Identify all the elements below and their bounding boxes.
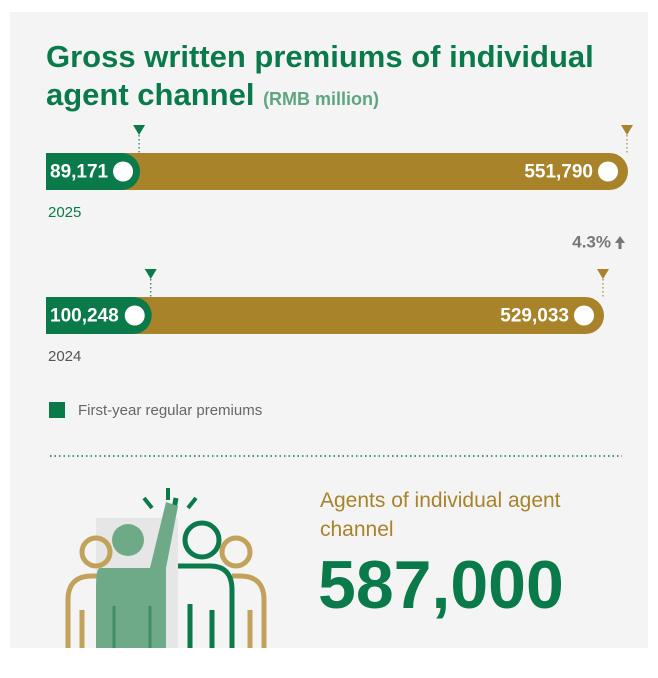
marker — [133, 125, 146, 135]
end-dot — [573, 305, 594, 326]
marker — [596, 269, 609, 279]
unit: (RMB million) — [263, 89, 380, 109]
agents-value: 587,000 — [318, 547, 564, 623]
legend-label: First-year regular premiums — [78, 402, 262, 419]
value-label: 100,248 — [50, 306, 119, 327]
marker — [621, 125, 633, 135]
end-dot — [113, 161, 134, 182]
agents-label: Agents of individual agent channel — [320, 489, 561, 541]
value-label: 551,790 — [524, 162, 593, 183]
first-year-bar — [46, 153, 141, 190]
chart-title-block: Gross written premiums of individual age… — [46, 38, 636, 118]
up-arrow — [615, 236, 625, 249]
total-bar — [46, 153, 628, 190]
end-dot — [598, 161, 618, 182]
value-label: 529,033 — [500, 306, 569, 327]
value-label: 89,171 — [50, 162, 109, 183]
end-dot — [124, 305, 145, 326]
year-label: 2025 — [48, 204, 81, 221]
chart-title: Gross written premiums of individual age… — [46, 39, 594, 112]
growth-annotation: 4.3% — [572, 232, 611, 251]
first-year-bar — [46, 297, 152, 334]
marker — [144, 269, 157, 279]
people-illustration — [65, 488, 267, 648]
year-label: 2024 — [48, 348, 81, 365]
legend-swatch — [49, 402, 65, 418]
total-bar — [46, 297, 604, 334]
